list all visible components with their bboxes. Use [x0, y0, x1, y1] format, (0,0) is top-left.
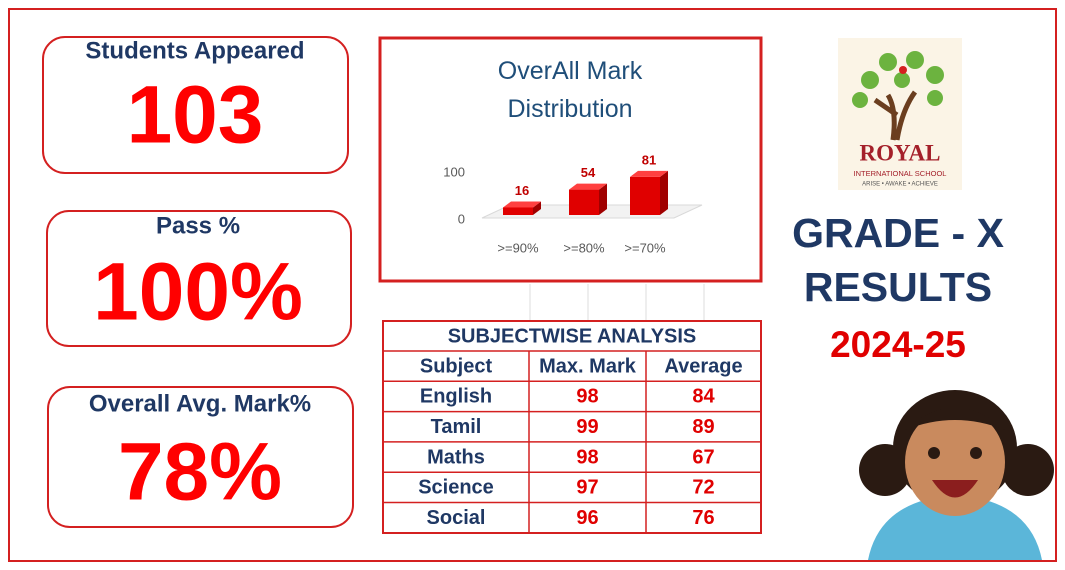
card-label: Overall Avg. Mark% [89, 390, 311, 417]
logo-dot [899, 66, 907, 74]
table-cell: 97 [576, 477, 598, 499]
table-header-cell: Max. Mark [539, 355, 637, 377]
chart-frame [378, 36, 763, 283]
table-cell: Social [427, 507, 486, 529]
logo-bg [838, 38, 962, 190]
x-tick-label: >=90% [497, 240, 539, 255]
heading-grade: GRADE - X [792, 210, 1004, 256]
card-value: 100% [93, 247, 303, 338]
logo-subtitle: INTERNATIONAL SCHOOL [854, 169, 947, 178]
bar-side [660, 170, 668, 215]
heading-results: RESULTS [804, 264, 992, 310]
card [42, 36, 349, 174]
bar-top [503, 201, 541, 208]
bar-side [599, 183, 607, 215]
bar [569, 189, 599, 215]
table-cell: 99 [576, 416, 598, 438]
chart-title: OverAll Mark Distribution [498, 57, 643, 123]
heading-year: 2024-25 [830, 324, 966, 365]
table-cell: Tamil [431, 416, 482, 438]
table-header-cell: Subject [420, 355, 493, 377]
table-cell: Science [418, 477, 494, 499]
table-title: SUBJECTWISE ANALYSIS [448, 325, 697, 347]
logo-tree [873, 90, 918, 141]
table-cell: 89 [692, 416, 714, 438]
table-cell: English [420, 386, 492, 408]
bar [503, 207, 533, 215]
card [46, 210, 352, 347]
y-tick-label: 100 [443, 164, 465, 179]
table-cell: 96 [576, 507, 598, 529]
x-tick-label: >=80% [563, 240, 605, 255]
card-label: Students Appeared [85, 37, 304, 64]
bar-top [630, 170, 668, 177]
decor-lines [529, 284, 705, 320]
table-cell: 67 [692, 446, 714, 468]
table-cell: 72 [692, 477, 714, 499]
bar-side [533, 201, 541, 215]
table-cell: 98 [576, 386, 598, 408]
table-header-cell: Average [664, 355, 742, 377]
card-value: 103 [127, 70, 264, 161]
data-label: 54 [581, 165, 596, 180]
bar [630, 176, 660, 215]
table-cell: Maths [427, 446, 485, 468]
x-tick-label: >=70% [624, 240, 666, 255]
card-value: 78% [118, 427, 282, 518]
outer-border [8, 8, 1057, 562]
card [47, 386, 354, 528]
table-cell: 98 [576, 446, 598, 468]
table-cell: 84 [692, 386, 715, 408]
logo-motto: ARISE • AWAKE • ACHIEVE [862, 182, 938, 188]
table-frame [382, 320, 762, 534]
logo-name: ROYAL [860, 140, 941, 165]
bar-top [569, 183, 607, 190]
girl-illustration [859, 390, 1054, 560]
logo-leaves [852, 51, 944, 108]
card-label: Pass % [156, 212, 240, 239]
data-label: 16 [515, 183, 529, 198]
data-label: 81 [642, 152, 656, 167]
table-cell: 76 [692, 507, 714, 529]
y-tick-label: 0 [458, 211, 465, 226]
